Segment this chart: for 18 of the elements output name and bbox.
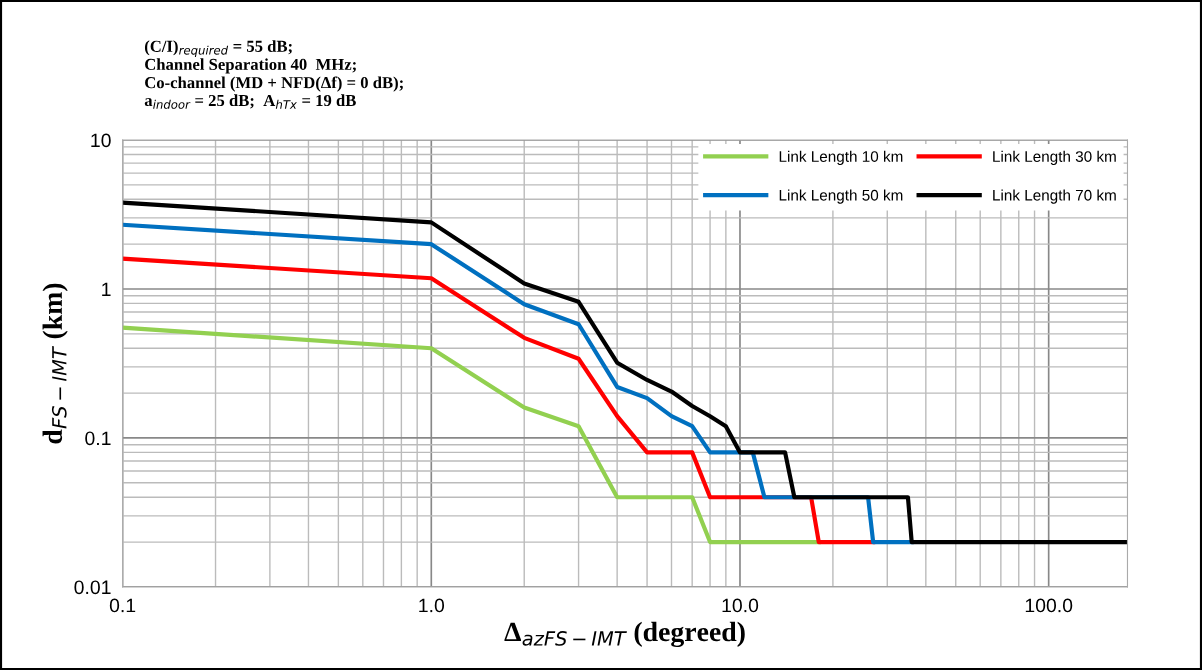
text: Channel Separation 40 MHz; <box>145 58 356 74</box>
y-tick-label: 0.01 <box>74 580 111 595</box>
x-tick-label: 0.1 <box>109 598 136 613</box>
legend-label: Link Length 10 km <box>779 150 903 165</box>
x-tick-label: 100.0 <box>1025 598 1073 613</box>
text: a$_{indoor}$ = 25 dB; A$_{hTx}$ = 19 dB <box>144 94 356 109</box>
legend-label: Link Length 50 km <box>779 189 903 204</box>
y-tick-label: 1 <box>102 282 111 297</box>
y-tick-label: 10 <box>91 133 111 148</box>
text: Co-channel (MD + NFD(Δf) = 0 dB); <box>145 76 403 92</box>
x-axis-title: Δ$_{azFS−IMT}$ (degreed) <box>504 621 745 648</box>
legend-label: Link Length 70 km <box>993 189 1116 204</box>
y-axis-title: d$_{FS−IMT}$ (km) <box>42 283 68 444</box>
x-tick-label: 1.0 <box>419 598 445 613</box>
text: (C/I)$_{required}$ = 55 dB; <box>144 40 292 57</box>
legend-label: Link Length 30 km <box>993 150 1116 165</box>
y-tick-label: 0.1 <box>85 431 111 446</box>
x-tick-label: 10.0 <box>722 598 759 613</box>
